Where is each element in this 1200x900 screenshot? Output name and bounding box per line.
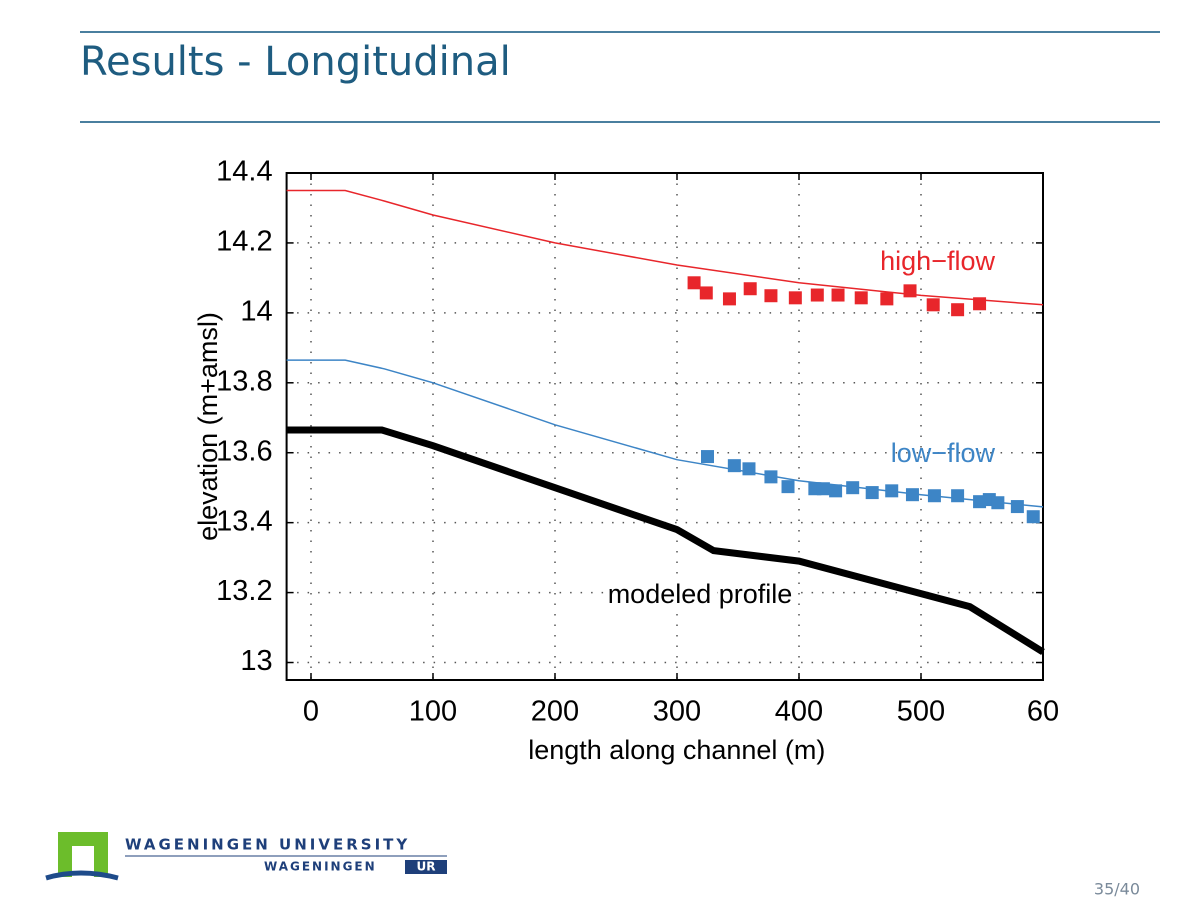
data-point bbox=[846, 481, 860, 495]
data-point bbox=[991, 496, 1005, 510]
series-line bbox=[286, 359, 1044, 508]
data-point bbox=[829, 484, 843, 498]
data-point bbox=[927, 489, 941, 503]
x-tick-label: 100 bbox=[409, 696, 457, 728]
data-point bbox=[764, 470, 778, 484]
series-label: high−flow bbox=[880, 246, 995, 276]
y-tick-label: 13.4 bbox=[216, 505, 272, 537]
x-axis-label: length along channel (m) bbox=[528, 735, 825, 765]
data-point bbox=[973, 297, 987, 311]
series-label: low−flow bbox=[891, 438, 996, 468]
data-point bbox=[742, 462, 756, 476]
logo-text: WAGENINGEN UNIVERSITY bbox=[125, 836, 410, 854]
data-point bbox=[885, 484, 899, 498]
data-point bbox=[816, 482, 830, 496]
x-tick-label: 500 bbox=[897, 696, 945, 728]
y-tick-label: 13.6 bbox=[216, 435, 272, 467]
x-tick-label: 300 bbox=[653, 696, 701, 728]
x-tick-label: 400 bbox=[775, 696, 823, 728]
data-point bbox=[699, 286, 713, 300]
x-tick-label: 200 bbox=[531, 696, 579, 728]
data-point bbox=[926, 298, 940, 312]
y-tick-label: 14.2 bbox=[216, 226, 272, 258]
data-point bbox=[951, 303, 965, 317]
data-point bbox=[722, 292, 736, 306]
y-axis-label: elevation (m+amsl) bbox=[193, 312, 223, 541]
data-point bbox=[727, 459, 741, 473]
x-tick-label: 0 bbox=[303, 696, 319, 728]
data-point bbox=[687, 276, 701, 290]
data-point bbox=[701, 450, 714, 464]
data-point bbox=[1010, 500, 1024, 514]
data-point bbox=[951, 489, 965, 503]
series-line bbox=[286, 426, 1045, 655]
y-tick-label: 14.4 bbox=[216, 156, 272, 188]
data-point bbox=[880, 292, 894, 306]
data-point bbox=[788, 291, 802, 305]
logo-wave bbox=[45, 870, 119, 881]
logo: WAGENINGEN UNIVERSITY WAGENINGEN UR bbox=[45, 832, 447, 881]
logo-mark bbox=[72, 846, 94, 877]
y-tick-label: 13 bbox=[240, 645, 272, 677]
logo-box bbox=[405, 860, 447, 874]
data-point bbox=[903, 284, 917, 298]
page-number: 35/40 bbox=[1094, 880, 1140, 899]
data-point bbox=[764, 289, 778, 303]
y-tick-label: 13.8 bbox=[216, 365, 272, 397]
data-point bbox=[831, 288, 845, 302]
data-point bbox=[865, 486, 879, 500]
y-tick-label: 13.2 bbox=[216, 575, 272, 607]
data-point bbox=[743, 282, 757, 296]
slide-title: Results - Longitudinal bbox=[80, 39, 511, 85]
x-tick-label: 60 bbox=[1027, 696, 1059, 728]
data-point bbox=[854, 291, 868, 305]
y-tick-label: 14 bbox=[240, 296, 272, 328]
data-point bbox=[810, 288, 824, 302]
data-point bbox=[781, 480, 795, 494]
logo-text: WAGENINGEN bbox=[264, 860, 377, 874]
data-point bbox=[1026, 510, 1040, 524]
data-point bbox=[905, 488, 919, 502]
logo-text: UR bbox=[417, 860, 436, 874]
data-point bbox=[973, 495, 987, 509]
series-line bbox=[286, 189, 1044, 306]
chart: 13 13.2 13.4 13.6 13.8 14 14.2 14.4 0 100 200 300 40… bbox=[193, 156, 1059, 765]
series-label: modeled profile bbox=[608, 579, 793, 609]
